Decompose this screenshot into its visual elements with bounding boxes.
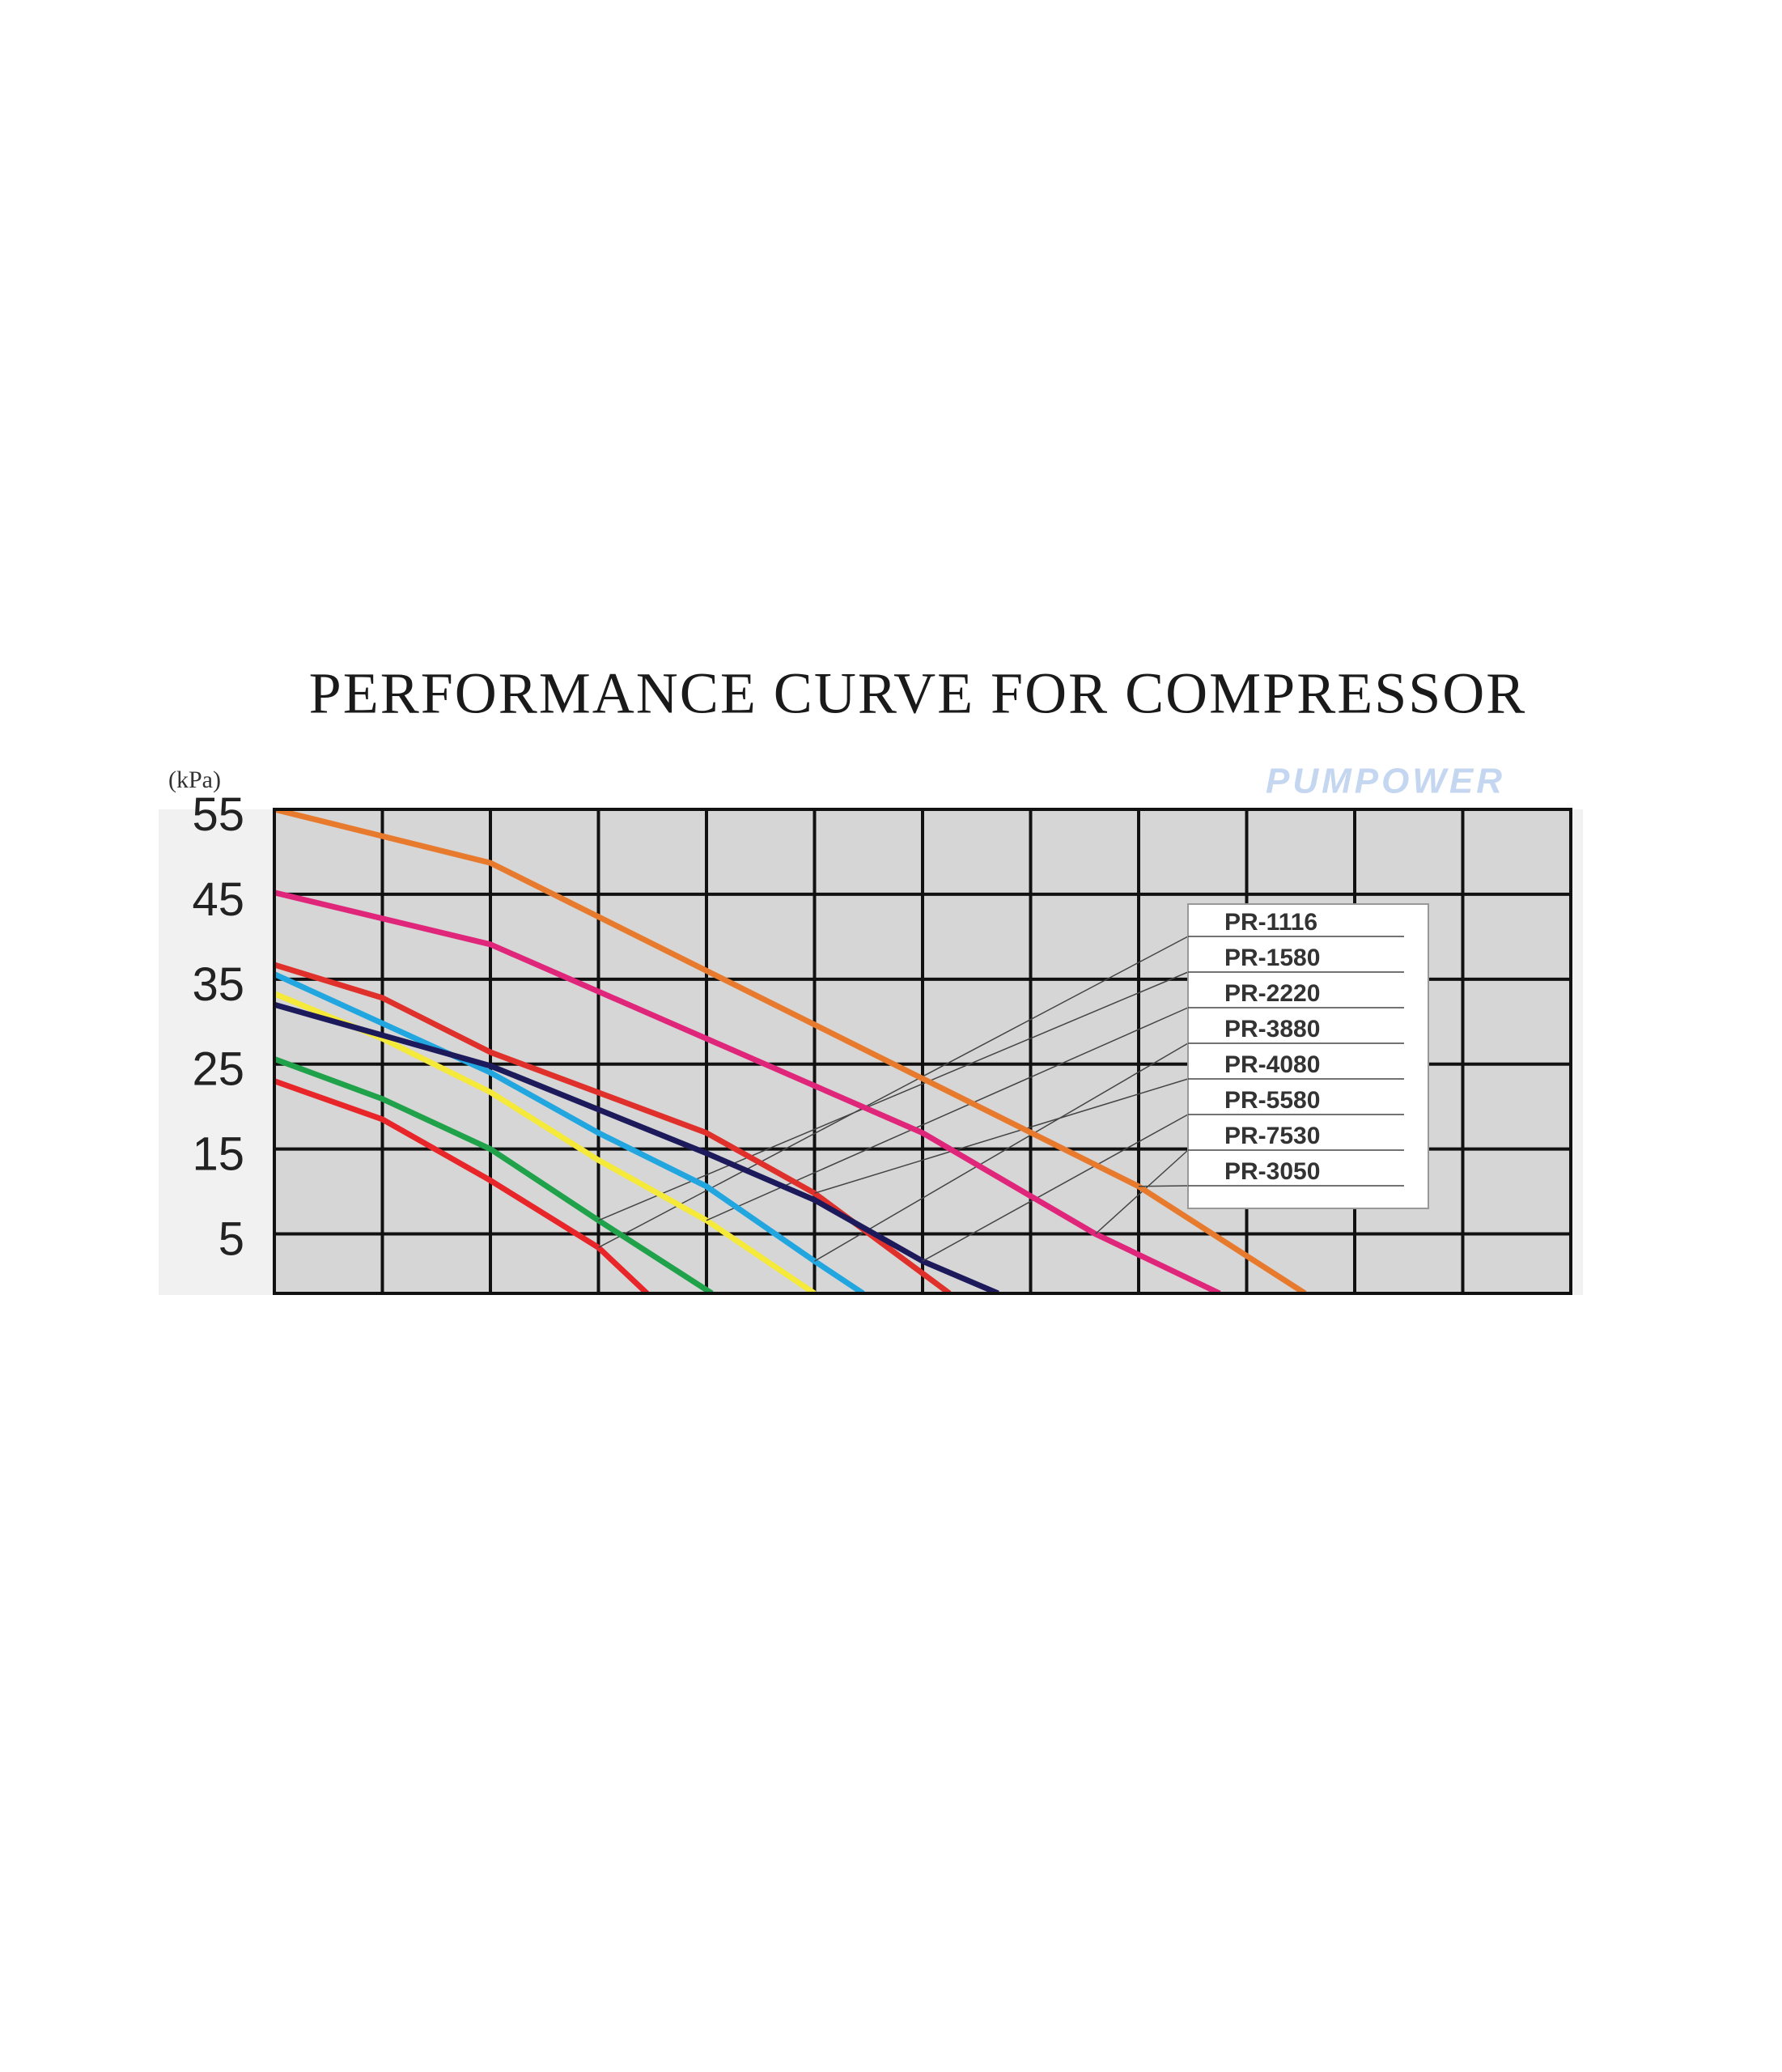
- series-line: [274, 890, 1221, 1293]
- y-tick-label: 15: [192, 1128, 244, 1181]
- leader-line: [598, 936, 1189, 1249]
- y-tick-label: 55: [192, 788, 244, 841]
- legend-label: PR-5580: [1224, 1087, 1320, 1114]
- series-line: [274, 1056, 714, 1293]
- legend-label: PR-4080: [1224, 1051, 1320, 1078]
- legend-box: [1187, 903, 1429, 1209]
- leader-line: [814, 1078, 1189, 1194]
- y-tick-label: 45: [192, 873, 244, 926]
- y-tick-label: 5: [219, 1213, 244, 1266]
- leader-line: [1138, 1185, 1189, 1187]
- series-line: [274, 809, 1307, 1293]
- legend-label: PR-3050: [1224, 1158, 1320, 1185]
- legend-label: PR-3880: [1224, 1016, 1320, 1042]
- watermark: PUMPOWER: [1266, 762, 1505, 801]
- leader-line: [814, 1042, 1189, 1262]
- legend-label: PR-2220: [1224, 980, 1320, 1007]
- legend-label: PR-1116: [1224, 909, 1317, 936]
- leader-line: [1095, 1149, 1189, 1235]
- legend: PR-1116 PR-1580 PR-2220 PR-3880 PR-4080 PR-55…: [1187, 903, 1429, 1209]
- series-line: [274, 1078, 649, 1293]
- y-axis-label: (kPa): [168, 766, 221, 793]
- series-line: [274, 1001, 999, 1293]
- y-tick-label: 35: [192, 958, 244, 1011]
- y-tick-label: 25: [192, 1043, 244, 1096]
- legend-label: PR-1580: [1224, 945, 1320, 971]
- chart-title: PERFORMANCE CURVE FOR COMPRESSOR: [309, 661, 1527, 726]
- legend-label: PR-7530: [1224, 1123, 1320, 1149]
- series-group: [274, 809, 1307, 1293]
- leader-line: [922, 1114, 1189, 1262]
- plot-border: [273, 808, 1572, 1295]
